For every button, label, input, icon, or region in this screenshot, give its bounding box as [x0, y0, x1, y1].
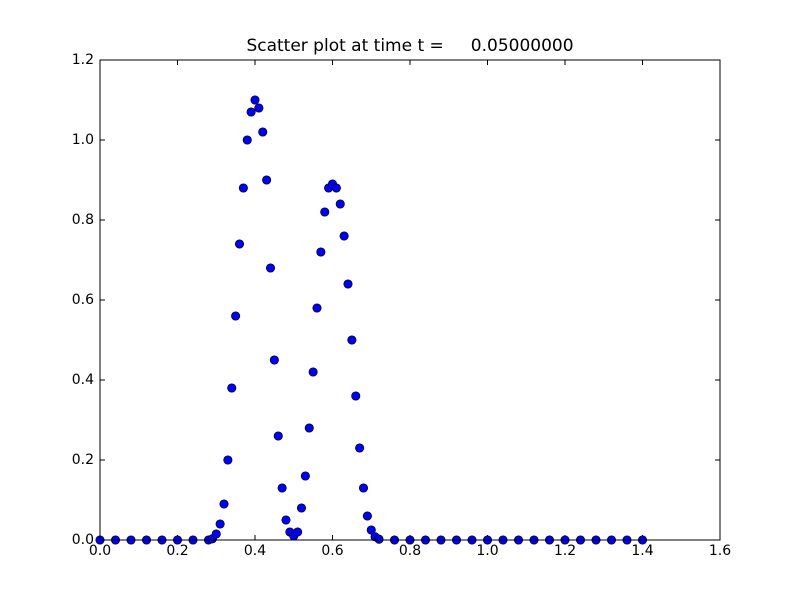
scatter-point [219, 499, 229, 509]
scatter-point [335, 199, 345, 209]
scatter-point [242, 135, 252, 145]
scatter-point [374, 534, 384, 544]
scatter-point [343, 279, 353, 289]
chart-title: Scatter plot at time t = 0.05000000 [246, 36, 573, 56]
y-tick-label: 0.0 [72, 532, 94, 548]
scatter-point [293, 527, 303, 537]
scatter-point [351, 391, 361, 401]
scatter-point [265, 263, 276, 273]
scatter-point [231, 311, 241, 321]
scatter-point [308, 367, 318, 377]
scatter-point [296, 503, 307, 513]
plot-frame [99, 59, 721, 541]
y-tick-label: 0.6 [72, 292, 94, 308]
scatter-point [358, 483, 369, 493]
y-tick-label: 1.0 [72, 132, 94, 148]
scatter-point [277, 483, 287, 493]
scatter-point [355, 443, 365, 453]
scatter-point [269, 355, 279, 365]
x-tick-label: 1.6 [709, 543, 731, 559]
scatter-point [273, 431, 283, 441]
scatter-point [211, 529, 221, 539]
x-tick-label: 0.0 [89, 543, 111, 559]
x-tick-label: 1.0 [476, 543, 498, 559]
scatter-point [258, 127, 268, 137]
scatter-point [312, 303, 322, 313]
y-tick-label: 0.8 [72, 212, 94, 228]
x-tick-label: 0.4 [244, 543, 266, 559]
scatter-point [254, 103, 264, 113]
scatter-point [238, 183, 248, 193]
scatter-point [366, 525, 376, 535]
scatter-point [281, 515, 291, 525]
scatter-point [250, 95, 260, 105]
scatter-point [300, 471, 310, 481]
scatter-point [262, 175, 272, 185]
scatter-point [339, 231, 349, 241]
scatter-point [304, 423, 314, 433]
x-tick-label: 0.8 [399, 543, 421, 559]
scatter-point [246, 107, 256, 117]
x-tick-label: 0.6 [321, 543, 343, 559]
x-tick-label: 1.2 [554, 543, 576, 559]
scatter-point [362, 511, 372, 521]
scatter-point [316, 247, 326, 257]
scatter-point [227, 383, 237, 393]
scatter-point [320, 207, 330, 217]
y-tick-label: 0.4 [72, 372, 94, 388]
x-tick-label: 1.4 [631, 543, 653, 559]
scatter-point [234, 239, 245, 249]
x-tick-label: 0.2 [166, 543, 188, 559]
y-tick-label: 0.2 [72, 452, 94, 468]
scatter-point [215, 519, 225, 529]
scatter-point [347, 335, 357, 345]
scatter-point [331, 183, 341, 193]
y-tick-label: 1.2 [72, 52, 94, 68]
scatter-point [223, 455, 233, 465]
